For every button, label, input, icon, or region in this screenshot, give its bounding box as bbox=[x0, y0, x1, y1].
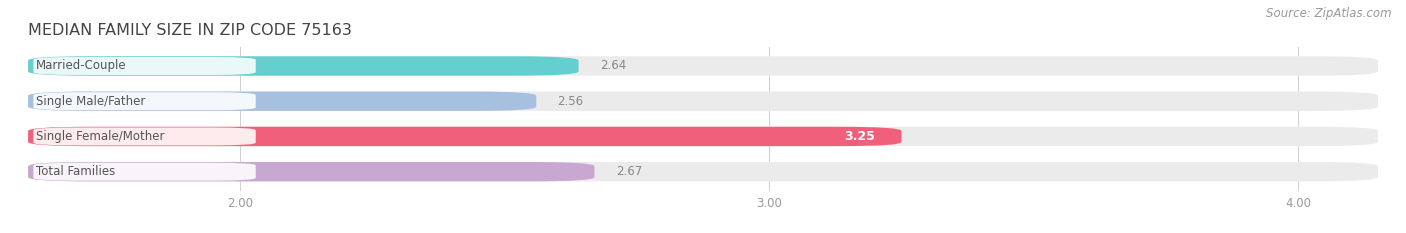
FancyBboxPatch shape bbox=[34, 57, 256, 75]
Text: Single Male/Father: Single Male/Father bbox=[37, 95, 145, 108]
FancyBboxPatch shape bbox=[28, 92, 1378, 111]
FancyBboxPatch shape bbox=[34, 127, 256, 145]
FancyBboxPatch shape bbox=[34, 163, 256, 181]
Text: Total Families: Total Families bbox=[37, 165, 115, 178]
FancyBboxPatch shape bbox=[28, 56, 579, 76]
Text: 2.56: 2.56 bbox=[557, 95, 583, 108]
Text: Married-Couple: Married-Couple bbox=[37, 59, 127, 72]
Text: 2.67: 2.67 bbox=[616, 165, 643, 178]
Text: Source: ZipAtlas.com: Source: ZipAtlas.com bbox=[1267, 7, 1392, 20]
FancyBboxPatch shape bbox=[28, 162, 1378, 181]
Text: Single Female/Mother: Single Female/Mother bbox=[37, 130, 165, 143]
Text: MEDIAN FAMILY SIZE IN ZIP CODE 75163: MEDIAN FAMILY SIZE IN ZIP CODE 75163 bbox=[28, 24, 352, 38]
FancyBboxPatch shape bbox=[28, 127, 901, 146]
FancyBboxPatch shape bbox=[28, 162, 595, 181]
Text: 3.25: 3.25 bbox=[844, 130, 875, 143]
FancyBboxPatch shape bbox=[28, 56, 1378, 76]
FancyBboxPatch shape bbox=[28, 92, 536, 111]
FancyBboxPatch shape bbox=[28, 127, 1378, 146]
Text: 2.64: 2.64 bbox=[600, 59, 626, 72]
FancyBboxPatch shape bbox=[34, 92, 256, 110]
